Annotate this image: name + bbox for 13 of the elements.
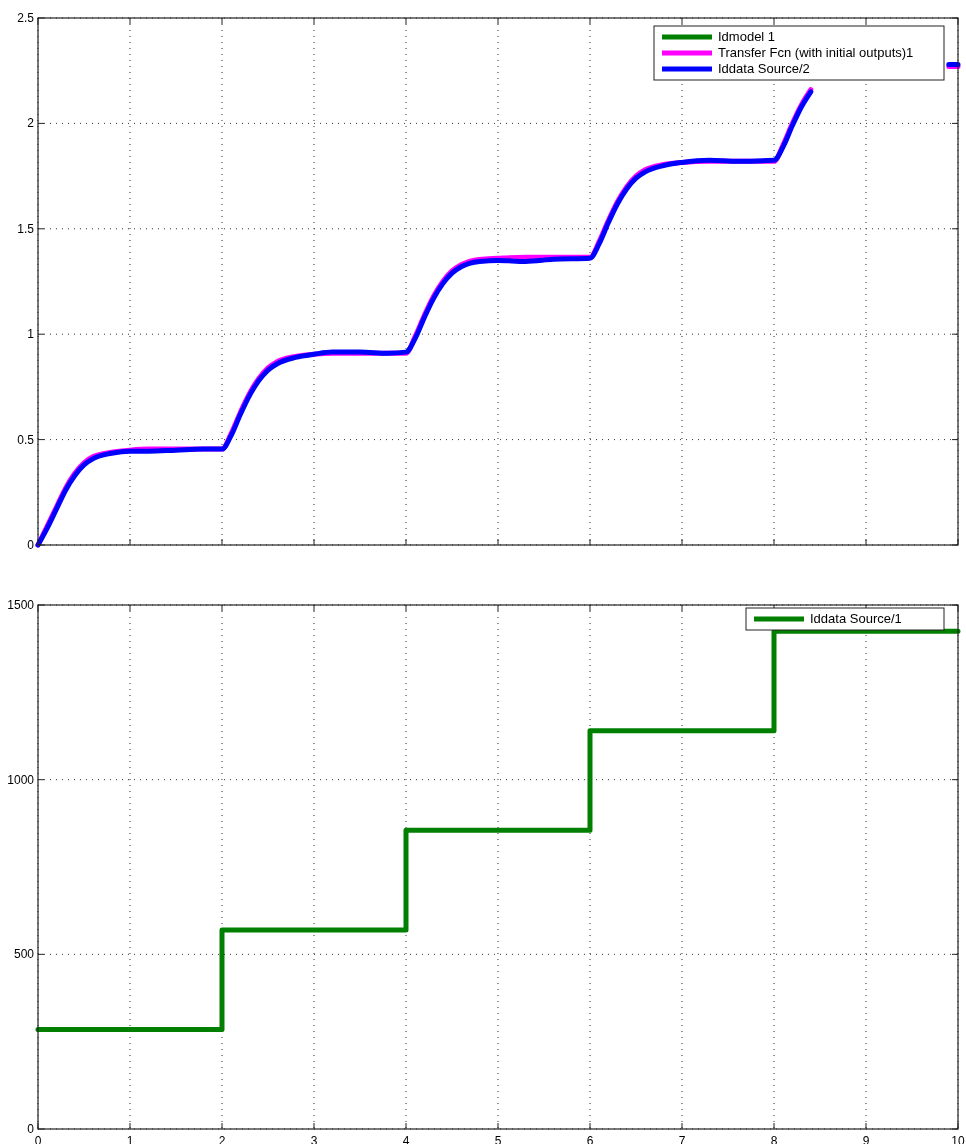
y-tick-label: 1 <box>27 327 35 342</box>
legend-label: Idmodel 1 <box>718 29 776 44</box>
y-tick-label: 1.5 <box>17 221 35 236</box>
y-tick-label: 0.5 <box>17 432 35 447</box>
y-tick-label: 1000 <box>7 772 35 787</box>
legend-label: Iddata Source/2 <box>718 61 810 76</box>
y-tick-label: 500 <box>13 947 35 962</box>
legend-label: Transfer Fcn (with initial outputs)1 <box>718 45 914 60</box>
y-tick-label: 1500 <box>7 598 35 612</box>
y-tick-label: 0 <box>27 538 35 552</box>
y-tick-label: 2.5 <box>17 11 35 25</box>
y-tick-label: 2 <box>27 116 35 131</box>
legend-label: Iddata Source/1 <box>810 611 902 626</box>
